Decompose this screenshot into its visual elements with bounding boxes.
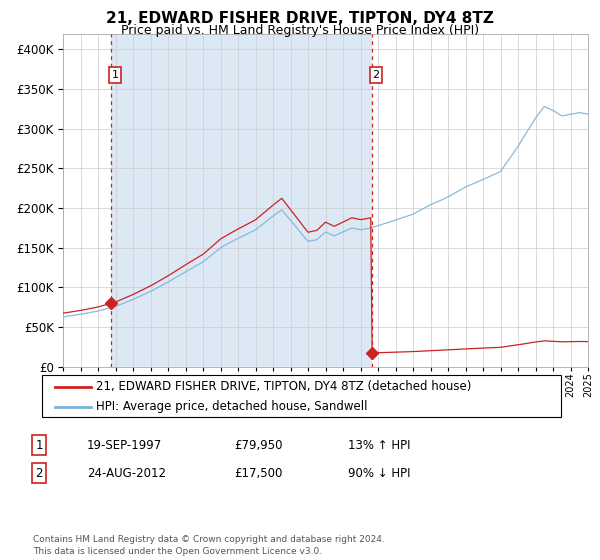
Text: 21, EDWARD FISHER DRIVE, TIPTON, DY4 8TZ: 21, EDWARD FISHER DRIVE, TIPTON, DY4 8TZ	[106, 11, 494, 26]
Text: £17,500: £17,500	[234, 466, 283, 480]
Text: 90% ↓ HPI: 90% ↓ HPI	[348, 466, 410, 480]
Text: 21, EDWARD FISHER DRIVE, TIPTON, DY4 8TZ (detached house): 21, EDWARD FISHER DRIVE, TIPTON, DY4 8TZ…	[97, 380, 472, 394]
Text: Price paid vs. HM Land Registry's House Price Index (HPI): Price paid vs. HM Land Registry's House …	[121, 24, 479, 36]
Text: 1: 1	[35, 438, 43, 452]
FancyBboxPatch shape	[42, 375, 561, 417]
Text: 19-SEP-1997: 19-SEP-1997	[87, 438, 162, 452]
Text: 2: 2	[35, 466, 43, 480]
Text: 13% ↑ HPI: 13% ↑ HPI	[348, 438, 410, 452]
Text: HPI: Average price, detached house, Sandwell: HPI: Average price, detached house, Sand…	[97, 400, 368, 413]
Text: 1: 1	[112, 70, 118, 80]
Text: 24-AUG-2012: 24-AUG-2012	[87, 466, 166, 480]
Text: £79,950: £79,950	[234, 438, 283, 452]
Bar	[110, 34, 371, 367]
Text: Contains HM Land Registry data © Crown copyright and database right 2024.
This d: Contains HM Land Registry data © Crown c…	[33, 535, 385, 556]
Text: 2: 2	[373, 70, 380, 80]
